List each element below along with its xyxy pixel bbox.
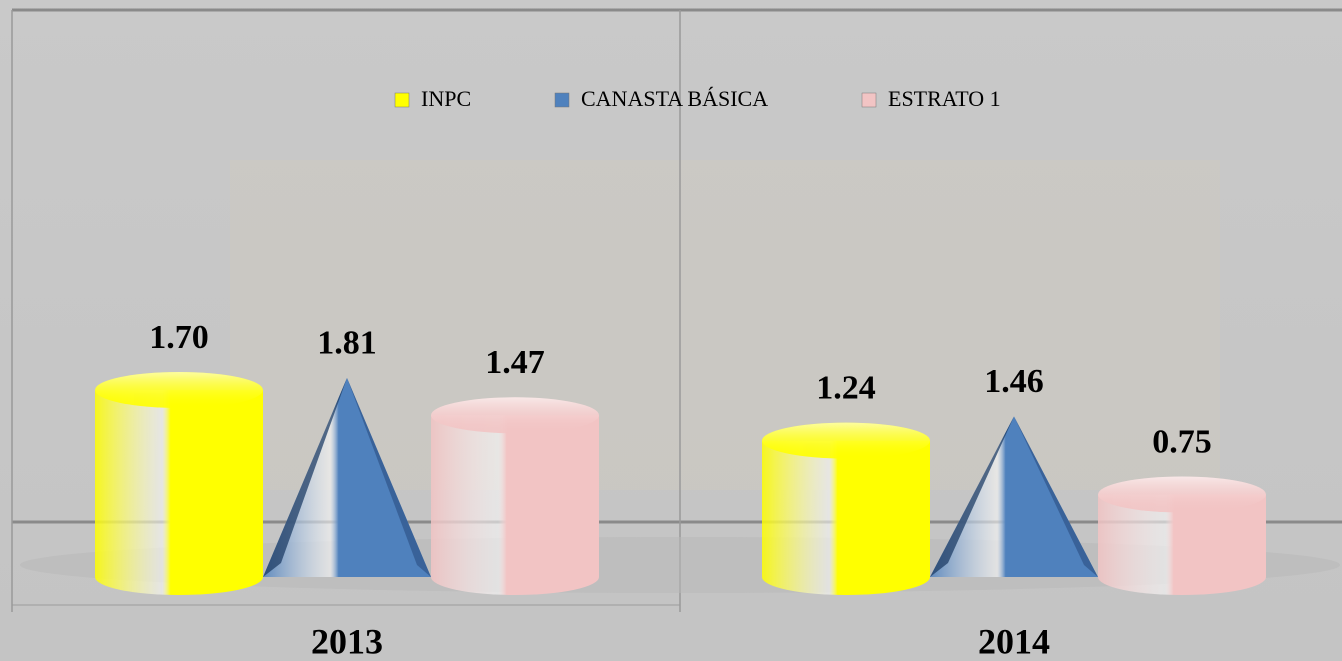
backdrop	[230, 160, 1220, 490]
legend-label: ESTRATO 1	[888, 86, 1001, 111]
legend-swatch	[862, 93, 876, 107]
cylinder	[431, 415, 599, 595]
page: INPC CANASTA BÁSICA ESTRATO 1 2013 1.70 1.81 1…	[0, 0, 1342, 661]
value-label: 0.75	[1152, 423, 1212, 460]
cylinder	[762, 441, 930, 595]
value-label: 1.81	[317, 325, 377, 362]
legend-swatch	[555, 93, 569, 107]
legend-label: INPC	[421, 86, 471, 111]
cylinder-top-shine	[1098, 477, 1266, 513]
value-label: 1.70	[149, 319, 209, 356]
value-label: 1.47	[485, 344, 545, 381]
value-label: 1.24	[816, 369, 876, 406]
cylinder	[95, 390, 263, 595]
cylinder-top-shine	[95, 372, 263, 408]
cylinder-top-shine	[762, 423, 930, 459]
x-tick-label: 2013	[311, 621, 383, 661]
legend-swatch	[395, 93, 409, 107]
cylinder-top-shine	[431, 397, 599, 433]
chart: INPC CANASTA BÁSICA ESTRATO 1 2013 1.70 1.81 1…	[0, 0, 1342, 661]
value-label: 1.46	[984, 363, 1044, 400]
x-tick-label: 2014	[978, 621, 1050, 661]
legend-label: CANASTA BÁSICA	[581, 86, 768, 111]
